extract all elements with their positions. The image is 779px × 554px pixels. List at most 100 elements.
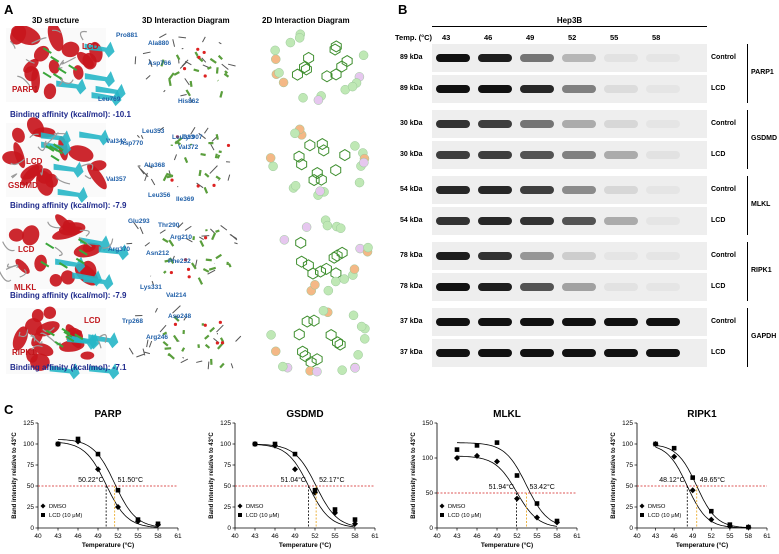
molecular-weight: 78 kDa (400, 252, 423, 259)
residue-disc (274, 68, 284, 78)
residue-label: Phe232 (168, 258, 191, 265)
residue-disc (315, 186, 325, 196)
ring (320, 262, 332, 275)
molecular-weight: 30 kDa (400, 120, 423, 127)
oxygen-atom (169, 270, 173, 275)
ring (336, 60, 348, 73)
ligand-stick (167, 353, 171, 357)
residue-stick (173, 154, 177, 161)
coil (6, 263, 19, 268)
ligand-stick (175, 54, 181, 61)
protein-band (478, 318, 512, 326)
ligand-stick (203, 186, 209, 194)
oxygen-atom (187, 275, 191, 279)
ligand-stick (65, 335, 75, 343)
residue-disc (330, 276, 341, 287)
residue-stick (210, 228, 216, 234)
helix (47, 26, 64, 52)
helix (20, 163, 43, 180)
residue-label: Ala368 (144, 162, 165, 169)
coil (31, 345, 43, 351)
residue-disc (349, 264, 360, 274)
y-tick-label: 125 (23, 420, 34, 427)
interaction-3d (128, 305, 242, 370)
residue-label: Leu769 (98, 96, 121, 103)
protein-band (436, 120, 470, 128)
y-tick-label: 100 (220, 441, 231, 448)
data-point-dmso (514, 495, 520, 502)
cell-line-rule (432, 26, 707, 27)
ligand-stick (57, 67, 67, 75)
ligand-label: LCD (18, 245, 35, 254)
ring (299, 61, 311, 74)
y-tick-label: 0 (429, 525, 433, 532)
protein-band (562, 318, 596, 326)
coil (30, 335, 36, 342)
residue-stick (177, 222, 184, 229)
tm-annotation: 51.50°C (118, 476, 143, 484)
residue-disc (268, 161, 278, 172)
coil (29, 133, 39, 138)
ligand-stick (45, 242, 55, 250)
protein-band (436, 318, 470, 326)
data-point-dmso (689, 487, 696, 494)
y-tick-label: 100 (422, 455, 433, 462)
ligand-stick (173, 71, 180, 76)
protein-band (520, 151, 554, 159)
protein-label-ripk1: RIPK1 (751, 266, 772, 274)
coil (99, 334, 107, 343)
ligand-stick (68, 64, 78, 72)
ring (330, 164, 342, 177)
ligand-stick (217, 54, 223, 61)
residue-disc (310, 280, 320, 290)
ligand-stick (166, 174, 174, 179)
ligand-stick (200, 152, 206, 157)
condition-label: LCD (711, 151, 726, 158)
residue-stick (175, 315, 179, 318)
residue-stick (234, 242, 238, 245)
protein-band (562, 186, 596, 194)
ring (311, 353, 323, 366)
group-bracket (747, 176, 748, 235)
molecular-weight: 54 kDa (400, 186, 423, 193)
y-axis-label: Band intensity relative to 43°C (411, 432, 417, 519)
legend-label: DMSO (448, 504, 466, 510)
residue-stick (184, 78, 190, 86)
ligand-stick (164, 259, 171, 263)
residue-label: Asp248 (168, 313, 192, 320)
helix (68, 145, 94, 162)
ring (293, 150, 305, 163)
residue-disc (285, 37, 296, 48)
ring (330, 40, 342, 53)
residue-disc (266, 330, 276, 340)
helix (60, 270, 75, 285)
oxygen-atom (203, 323, 207, 327)
group-bracket (747, 110, 748, 169)
protein-label-gapdh: GAPDH (751, 332, 777, 340)
residue-stick (180, 93, 187, 97)
ligand-stick (219, 90, 224, 98)
ring (328, 251, 340, 264)
ligand-stick (193, 68, 200, 73)
residue-stick (151, 280, 155, 286)
protein-band (646, 349, 680, 357)
ligand-stick (78, 249, 88, 256)
x-tick-label: 58 (154, 533, 162, 540)
fit-curve-lcd (57, 439, 159, 527)
legend-label: LCD (10 μM) (448, 513, 481, 519)
beta-sheet (84, 71, 115, 88)
ring (296, 255, 308, 268)
helix (15, 258, 30, 274)
x-tick-label: 58 (745, 533, 753, 540)
panel-label-a: A (4, 2, 14, 17)
oxygen-atom (215, 341, 219, 345)
beta-sheet (89, 363, 120, 380)
residue-stick (182, 356, 185, 359)
x-tick-label: 46 (473, 533, 481, 540)
protein-band (520, 217, 554, 225)
structure-row-ripk1 (6, 305, 370, 380)
beta-sheet (95, 83, 126, 100)
residue-stick (221, 63, 229, 70)
y-tick-label: 0 (629, 525, 633, 532)
fit-curve-dmso (57, 442, 159, 528)
